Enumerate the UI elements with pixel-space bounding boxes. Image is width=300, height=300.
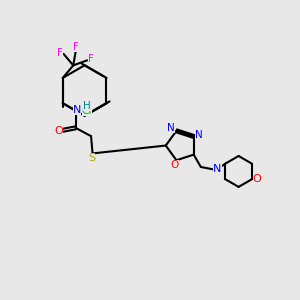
Text: O: O bbox=[171, 160, 179, 170]
Text: Cl: Cl bbox=[82, 106, 92, 116]
Text: F: F bbox=[88, 54, 94, 64]
Text: S: S bbox=[88, 153, 95, 163]
Text: H: H bbox=[83, 100, 91, 111]
Text: O: O bbox=[55, 126, 63, 136]
Text: N: N bbox=[213, 164, 222, 174]
Text: N: N bbox=[196, 130, 203, 140]
Text: F: F bbox=[73, 42, 79, 52]
Text: O: O bbox=[253, 174, 261, 184]
Text: N: N bbox=[73, 105, 81, 115]
Text: N: N bbox=[167, 123, 175, 133]
Text: F: F bbox=[57, 47, 63, 58]
